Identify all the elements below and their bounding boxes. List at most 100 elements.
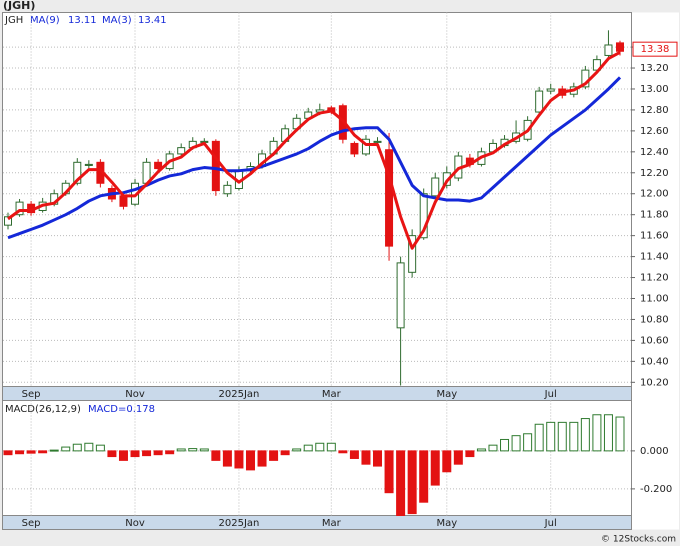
macd-bar xyxy=(211,450,221,461)
y-tick-label: 13.20 xyxy=(640,63,669,74)
x-tick-label: 2025Jan xyxy=(219,389,260,400)
macd-title: MACD(26,12,9) xyxy=(5,404,81,415)
candle-body xyxy=(546,88,555,92)
macd-bar xyxy=(245,450,255,471)
chart-title: (JGH) xyxy=(3,0,35,12)
macd-bar xyxy=(569,421,579,452)
price-panel xyxy=(2,12,632,387)
candle-body xyxy=(419,193,428,239)
candle-body xyxy=(154,161,163,170)
candle-body xyxy=(73,161,82,184)
macd-bar xyxy=(384,450,394,494)
macd-bar xyxy=(199,448,209,452)
candle-body xyxy=(408,235,417,273)
macd-bar xyxy=(107,450,117,458)
macd-bar xyxy=(523,433,533,452)
macd-bar xyxy=(373,450,383,467)
macd-bar xyxy=(476,448,486,452)
ma-line xyxy=(7,50,621,250)
candle-body xyxy=(604,44,613,56)
macd-bar xyxy=(453,450,463,465)
macd-bar xyxy=(557,421,567,452)
macd-bar xyxy=(511,435,521,452)
macd-bar xyxy=(488,444,498,452)
x-tick-label: Mar xyxy=(322,389,342,400)
x-tick-label: Nov xyxy=(125,518,145,529)
macd-bar xyxy=(396,450,406,516)
legend-entry: MA(3) xyxy=(102,15,132,26)
candle-body xyxy=(373,140,382,143)
macd-bar xyxy=(430,450,440,486)
y-tick-label: 12.80 xyxy=(640,105,669,116)
candle-body xyxy=(396,262,405,329)
candle-body xyxy=(350,142,359,155)
macd-bar xyxy=(546,421,556,452)
x-tick-label: May xyxy=(436,518,457,529)
macd-bar xyxy=(500,438,510,452)
y-tick-label: 11.40 xyxy=(640,252,669,263)
candle-body xyxy=(361,138,370,155)
y-tick-label: 11.80 xyxy=(640,210,669,221)
y-tick-label: 10.60 xyxy=(640,335,669,346)
legend-value: 13.11 xyxy=(68,15,97,26)
macd-bar xyxy=(603,414,613,452)
y-tick-label: 13.00 xyxy=(640,84,669,95)
macd-bar xyxy=(118,450,128,461)
macd-bar xyxy=(419,450,429,503)
y-tick-label: 10.80 xyxy=(640,314,669,325)
macd-bar xyxy=(269,450,279,461)
candle-body xyxy=(535,90,544,113)
footer: © 12Stocks.com xyxy=(601,535,676,545)
x-tick-label: Jul xyxy=(544,389,557,400)
legend-ticker: JGH xyxy=(4,15,23,26)
macd-bar xyxy=(222,450,232,467)
candle-body xyxy=(223,184,232,195)
x-tick-label: Nov xyxy=(125,389,145,400)
y-tick-label: 10.40 xyxy=(640,356,669,367)
macd-bar xyxy=(315,442,325,452)
macd-bar xyxy=(153,450,163,456)
legend-value: 13.41 xyxy=(138,15,167,26)
x-tick-label: Sep xyxy=(22,518,41,529)
y-axis-panel xyxy=(632,12,679,530)
macd-bar xyxy=(165,450,175,455)
y-tick-label: 12.00 xyxy=(640,189,669,200)
x-tick-label: May xyxy=(436,389,457,400)
candle-body xyxy=(177,147,186,155)
price-tag xyxy=(632,41,678,57)
y-tick-label: 11.20 xyxy=(640,273,669,284)
y-tick-label: -0.200 xyxy=(640,484,672,495)
macd-bar xyxy=(26,450,36,454)
y-tick-label: 12.20 xyxy=(640,168,669,179)
macd-bar xyxy=(303,444,313,452)
candle-body xyxy=(385,149,394,247)
macd-bar xyxy=(580,418,590,452)
candle-body xyxy=(211,140,220,192)
macd-bar xyxy=(349,450,359,459)
y-tick-label: 11.00 xyxy=(640,294,669,305)
ma-line xyxy=(7,76,622,240)
y-tick-label: 10.20 xyxy=(640,377,669,388)
candle-body xyxy=(119,195,128,207)
macd-bar xyxy=(338,450,348,454)
macd-bar xyxy=(130,450,140,458)
macd-bar xyxy=(615,416,625,452)
y-tick-label: 12.60 xyxy=(640,126,669,137)
macd-bar xyxy=(234,450,244,469)
y-tick-label: 0.000 xyxy=(640,446,669,457)
x-axis-strip xyxy=(2,515,632,530)
legend-entry: MA(9) xyxy=(30,15,60,26)
macd-bar xyxy=(72,443,82,452)
macd-bar xyxy=(361,450,371,465)
macd-bar xyxy=(326,442,336,452)
x-tick-label: Sep xyxy=(22,389,41,400)
price-tag-label: 13.38 xyxy=(641,44,670,55)
macd-bar xyxy=(534,423,544,452)
macd-bar xyxy=(49,449,59,452)
macd-bar xyxy=(465,450,475,458)
macd-bar xyxy=(257,450,267,467)
macd-bar xyxy=(280,450,290,456)
x-tick-label: 2025Jan xyxy=(219,518,260,529)
